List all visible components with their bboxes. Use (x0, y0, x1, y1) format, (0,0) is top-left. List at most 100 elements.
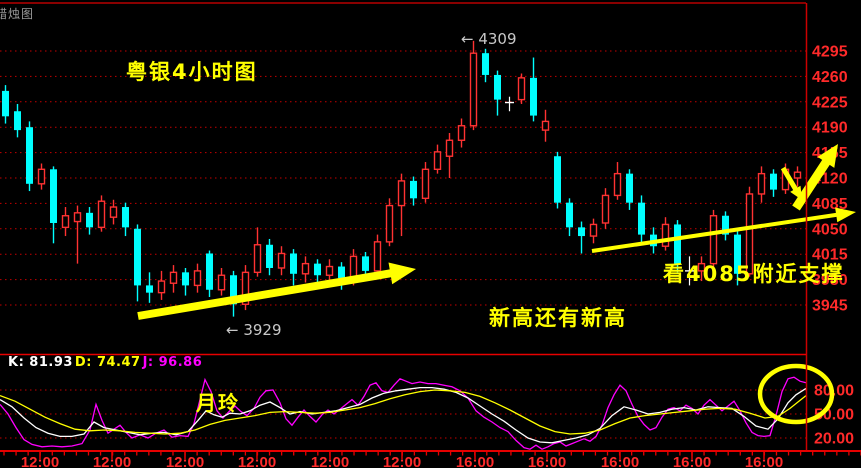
kdj-axis-label: 20.00 (814, 431, 854, 448)
candle-up (757, 172, 766, 195)
candle-down (314, 263, 321, 276)
time-label: 12:00 (166, 454, 204, 468)
trend-arrow (792, 144, 838, 211)
candle-up (661, 223, 670, 247)
price-axis-label: 3945 (812, 297, 848, 314)
d-line (0, 389, 807, 435)
candle-down (146, 285, 153, 293)
time-label: 16:00 (673, 454, 711, 468)
price-axis-label: 4015 (812, 247, 848, 264)
candle-up (697, 262, 706, 272)
time-label: 16:00 (601, 454, 639, 468)
candle-up (253, 244, 262, 274)
candle-up (745, 193, 754, 275)
candle-down (86, 212, 93, 228)
time-axis: 12:00 12:00 12:00 12:00 12:00 12:00 16:00 16:00… (3, 451, 861, 468)
highlight-ellipse (757, 363, 835, 425)
candle-down (338, 266, 345, 279)
price-axis-label: 4295 (812, 44, 848, 61)
time-label: 16:00 (528, 454, 566, 468)
candle-up (217, 274, 226, 291)
kdj-k-value: K: 81.93 (8, 355, 73, 370)
candle-down (2, 90, 9, 117)
candle-up (61, 215, 70, 229)
candle-up (469, 52, 478, 127)
price-axis-label: 4260 (812, 69, 848, 86)
candles (2, 40, 802, 317)
time-label: 12:00 (93, 454, 131, 468)
candle-up (349, 255, 358, 279)
chart-title: 粤银4小时图 (126, 60, 258, 84)
time-label: 16:00 (456, 454, 494, 468)
candle-down (122, 207, 129, 228)
trend-arrows (137, 144, 856, 320)
candle-down (362, 256, 369, 271)
candle-down (530, 77, 537, 116)
low-price-label: ← 3929 (226, 321, 282, 339)
watermark-signature: 月玲 (196, 391, 240, 415)
candle-up (457, 125, 466, 141)
candle-up (157, 280, 166, 294)
trend-arrow (780, 166, 802, 200)
candle-down (290, 253, 297, 274)
candle-down (14, 111, 21, 131)
price-axis-label: 4190 (812, 120, 848, 137)
candle-up (517, 77, 526, 101)
time-label: 12:00 (311, 454, 349, 468)
candle-up (97, 200, 106, 229)
candle-down (770, 173, 777, 190)
candle-up (301, 262, 310, 275)
candle-down (674, 224, 681, 264)
kdj-j-value: J: 96.86 (142, 355, 203, 370)
candle-down (410, 180, 417, 199)
peak-price-label: ← 4309 (461, 30, 517, 48)
candle-down (578, 227, 585, 237)
price-axis-label: 4225 (812, 94, 848, 111)
candle-up (613, 172, 622, 197)
candle-up (373, 241, 382, 272)
candle-down (266, 244, 273, 268)
time-label: 12:00 (383, 454, 421, 468)
kdj-lines (0, 376, 807, 450)
candle-down (734, 234, 741, 274)
window-title: 蜡烛图 (0, 7, 35, 21)
candle-up (601, 194, 610, 224)
candle-up (277, 252, 286, 269)
annotation-new-high: 新高还有新高 (489, 306, 627, 330)
candle-up (109, 206, 118, 218)
candle-up (589, 223, 598, 237)
candle-up (193, 270, 202, 287)
candle-down (722, 215, 729, 235)
candle-up (385, 204, 394, 243)
kdj-d-value: D: 74.47 (74, 355, 141, 370)
candle-down (626, 173, 633, 203)
candle-up (73, 212, 82, 223)
candle-up (445, 139, 454, 157)
candle-down (206, 253, 213, 290)
candle-up (325, 265, 334, 276)
candle-down (26, 127, 33, 184)
candle-up (397, 180, 406, 207)
candle-up (541, 120, 550, 131)
candle-down (230, 275, 237, 305)
trend-arrow (137, 262, 417, 320)
k-line (0, 386, 807, 444)
price-axis-label: 3980 (812, 272, 848, 289)
candle-up (169, 271, 178, 284)
candle-down (134, 228, 141, 286)
candle-down (566, 202, 573, 228)
candle-down (182, 272, 189, 286)
candle-up (37, 168, 46, 185)
time-label: 12:00 (21, 454, 59, 468)
candle-up (709, 215, 718, 265)
candle-up (241, 271, 250, 305)
candle-down (638, 202, 645, 235)
trend-arrow (591, 207, 856, 253)
candle-up (421, 168, 430, 200)
price-axis-label: 4050 (812, 221, 848, 238)
candle-up (433, 151, 442, 170)
candle-down (554, 156, 561, 203)
kdj-indicator-readout: K: 81.93 D: 74.47 J: 96.86 (8, 355, 204, 370)
